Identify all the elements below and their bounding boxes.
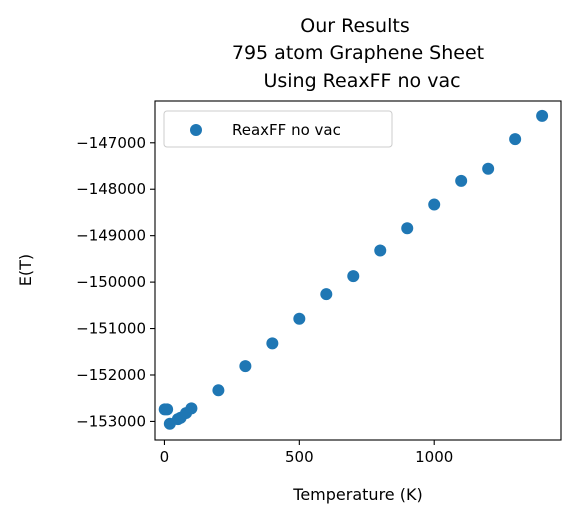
y-tick-label: −147000: [76, 134, 146, 152]
scatter-points: [158, 109, 549, 430]
data-point: [401, 222, 414, 235]
data-point: [374, 244, 387, 257]
chart-title-line-3: Using ReaxFF no vac: [263, 70, 460, 92]
y-tick-label: −150000: [76, 273, 146, 291]
y-axis-ticks: −153000 −152000 −151000 −150000 −149000 −1480…: [76, 134, 155, 430]
data-point: [428, 198, 441, 211]
data-point: [212, 384, 225, 397]
data-point: [455, 174, 468, 187]
data-point: [293, 312, 306, 325]
legend-label: ReaxFF no vac: [232, 121, 341, 139]
legend-box: [163, 110, 393, 148]
chart-title: Our Results 795 atom Graphene Sheet Usin…: [232, 15, 484, 92]
data-point: [482, 162, 495, 175]
data-point: [536, 109, 549, 122]
x-axis-label: Temperature (K): [292, 485, 422, 504]
data-point: [266, 337, 279, 350]
legend: ReaxFF no vac: [163, 110, 393, 148]
y-tick-label: −149000: [76, 227, 146, 245]
y-tick-label: −148000: [76, 180, 146, 198]
data-point: [347, 270, 360, 283]
data-point: [239, 360, 252, 373]
x-tick-label: 500: [285, 448, 314, 466]
y-tick-label: −153000: [76, 412, 146, 430]
plot-frame: [154, 100, 562, 441]
chart-title-line-2: 795 atom Graphene Sheet: [232, 42, 484, 64]
legend-marker: [190, 124, 202, 136]
y-tick-label: −151000: [76, 320, 146, 338]
y-axis-label: E(T): [16, 254, 35, 286]
y-tick-label: −152000: [76, 366, 146, 384]
data-point: [185, 402, 198, 415]
x-tick-label: 0: [160, 448, 170, 466]
x-tick-label: 1000: [415, 448, 453, 466]
x-axis-ticks: 0 500 1000: [160, 440, 453, 466]
chart-title-line-1: Our Results: [300, 15, 409, 37]
data-point: [509, 133, 522, 146]
data-point: [161, 403, 174, 416]
data-point: [320, 288, 333, 301]
